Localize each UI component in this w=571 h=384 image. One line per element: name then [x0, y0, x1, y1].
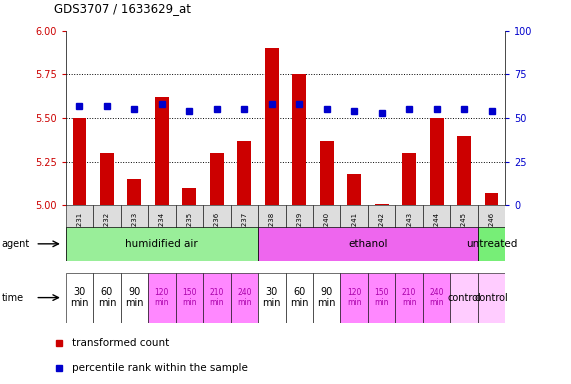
- FancyBboxPatch shape: [203, 273, 231, 323]
- FancyBboxPatch shape: [478, 273, 505, 323]
- Bar: [127, 179, 141, 205]
- Text: 210
min: 210 min: [402, 288, 416, 307]
- Text: control: control: [475, 293, 508, 303]
- Text: 90
min: 90 min: [317, 287, 336, 308]
- FancyBboxPatch shape: [231, 205, 258, 261]
- Text: ethanol: ethanol: [348, 239, 388, 249]
- FancyBboxPatch shape: [93, 205, 120, 261]
- Bar: [375, 204, 388, 205]
- Bar: [100, 153, 114, 205]
- Text: GSM455239: GSM455239: [296, 212, 302, 255]
- FancyBboxPatch shape: [451, 273, 478, 323]
- Text: GSM455231: GSM455231: [77, 212, 82, 255]
- FancyBboxPatch shape: [176, 273, 203, 323]
- Text: GSM455241: GSM455241: [351, 212, 357, 254]
- Bar: [183, 188, 196, 205]
- Text: GSM455238: GSM455238: [269, 212, 275, 255]
- FancyBboxPatch shape: [258, 205, 286, 261]
- Text: 30
min: 30 min: [70, 287, 89, 308]
- FancyBboxPatch shape: [313, 273, 340, 323]
- FancyBboxPatch shape: [478, 227, 505, 261]
- FancyBboxPatch shape: [258, 227, 478, 261]
- Text: GSM455232: GSM455232: [104, 212, 110, 254]
- Text: 240
min: 240 min: [429, 288, 444, 307]
- Text: 150
min: 150 min: [375, 288, 389, 307]
- Text: agent: agent: [2, 239, 30, 249]
- Text: 90
min: 90 min: [125, 287, 144, 308]
- FancyBboxPatch shape: [148, 273, 176, 323]
- Text: GSM455245: GSM455245: [461, 212, 467, 254]
- FancyBboxPatch shape: [478, 205, 505, 261]
- Text: transformed count: transformed count: [73, 338, 170, 348]
- FancyBboxPatch shape: [368, 205, 395, 261]
- Text: untreated: untreated: [466, 239, 517, 249]
- Text: percentile rank within the sample: percentile rank within the sample: [73, 362, 248, 373]
- FancyBboxPatch shape: [368, 273, 395, 323]
- Bar: [347, 174, 361, 205]
- FancyBboxPatch shape: [66, 227, 258, 261]
- Text: GSM455244: GSM455244: [433, 212, 440, 254]
- FancyBboxPatch shape: [340, 273, 368, 323]
- FancyBboxPatch shape: [66, 273, 93, 323]
- FancyBboxPatch shape: [93, 273, 120, 323]
- Text: 30
min: 30 min: [263, 287, 281, 308]
- Text: GSM455236: GSM455236: [214, 212, 220, 255]
- Bar: [320, 141, 333, 205]
- FancyBboxPatch shape: [176, 205, 203, 261]
- Text: 240
min: 240 min: [237, 288, 252, 307]
- FancyBboxPatch shape: [286, 273, 313, 323]
- Bar: [485, 193, 498, 205]
- FancyBboxPatch shape: [231, 273, 258, 323]
- FancyBboxPatch shape: [395, 273, 423, 323]
- Text: 150
min: 150 min: [182, 288, 196, 307]
- Bar: [238, 141, 251, 205]
- FancyBboxPatch shape: [395, 205, 423, 261]
- FancyBboxPatch shape: [286, 205, 313, 261]
- Bar: [403, 153, 416, 205]
- Bar: [430, 118, 444, 205]
- Bar: [292, 74, 306, 205]
- Text: humidified air: humidified air: [126, 239, 198, 249]
- FancyBboxPatch shape: [258, 273, 286, 323]
- FancyBboxPatch shape: [423, 273, 451, 323]
- Bar: [73, 118, 86, 205]
- Text: GSM455235: GSM455235: [186, 212, 192, 254]
- Text: GSM455237: GSM455237: [242, 212, 247, 255]
- FancyBboxPatch shape: [148, 205, 176, 261]
- FancyBboxPatch shape: [313, 205, 340, 261]
- Text: GSM455243: GSM455243: [406, 212, 412, 254]
- FancyBboxPatch shape: [340, 205, 368, 261]
- Text: 210
min: 210 min: [210, 288, 224, 307]
- Text: GSM455233: GSM455233: [131, 212, 138, 255]
- Text: 60
min: 60 min: [290, 287, 308, 308]
- FancyBboxPatch shape: [203, 205, 231, 261]
- Bar: [210, 153, 224, 205]
- FancyBboxPatch shape: [120, 273, 148, 323]
- Text: time: time: [2, 293, 24, 303]
- Text: GSM455246: GSM455246: [489, 212, 494, 254]
- Text: GSM455242: GSM455242: [379, 212, 385, 254]
- Text: GSM455240: GSM455240: [324, 212, 329, 254]
- Text: 60
min: 60 min: [98, 287, 116, 308]
- Bar: [265, 48, 279, 205]
- Text: 120
min: 120 min: [155, 288, 169, 307]
- Text: GSM455234: GSM455234: [159, 212, 165, 254]
- FancyBboxPatch shape: [423, 205, 451, 261]
- Text: 120
min: 120 min: [347, 288, 361, 307]
- FancyBboxPatch shape: [451, 205, 478, 261]
- Bar: [457, 136, 471, 205]
- FancyBboxPatch shape: [66, 205, 93, 261]
- FancyBboxPatch shape: [120, 205, 148, 261]
- Bar: [155, 97, 168, 205]
- Text: control: control: [447, 293, 481, 303]
- Text: GDS3707 / 1633629_at: GDS3707 / 1633629_at: [54, 2, 191, 15]
